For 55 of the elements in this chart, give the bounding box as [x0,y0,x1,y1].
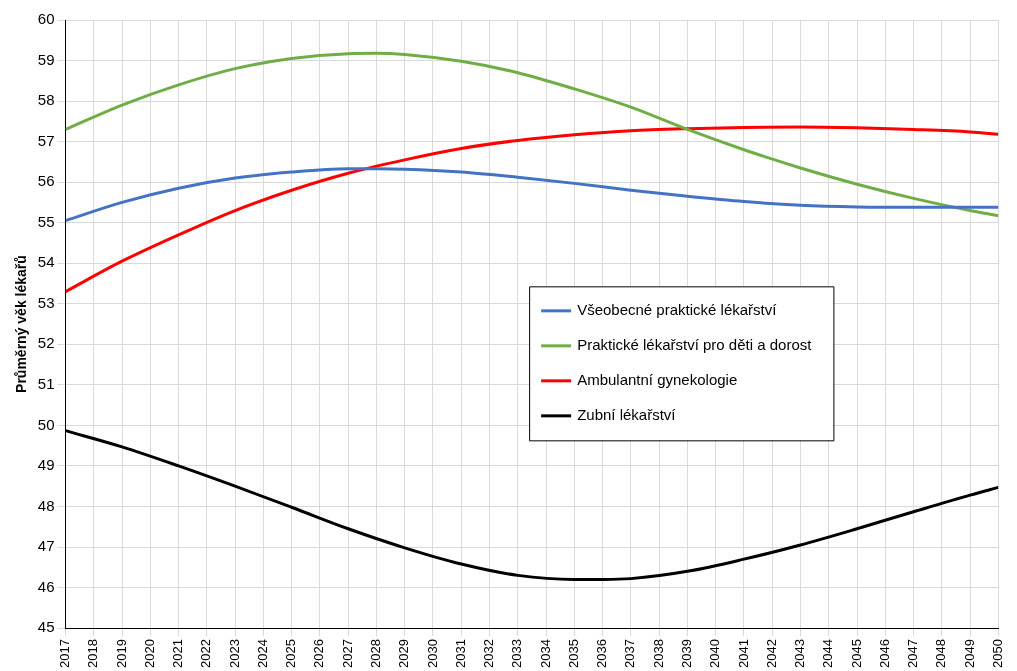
x-tick-label: 2039 [679,639,695,668]
y-tick-label: 51 [37,374,55,392]
x-tick-label: 2017 [57,639,73,668]
x-tick-label: 2019 [113,639,129,668]
y-tick-label: 52 [37,334,55,352]
y-tick-label: 46 [37,577,55,595]
x-tick-label: 2037 [622,639,638,668]
x-tick-label: 2044 [820,639,836,668]
y-tick-label: 59 [37,50,55,68]
y-tick-label: 48 [37,496,55,514]
y-tick-label: 55 [37,212,55,230]
x-tick-label: 2036 [594,639,610,668]
y-tick-label: 56 [37,172,55,190]
x-tick-label: 2043 [792,639,808,668]
x-tick-label: 2025 [283,639,299,668]
x-tick-label: 2030 [424,639,440,668]
x-tick-label: 2021 [170,639,186,668]
x-tick-label: 2022 [198,639,214,668]
x-tick-label: 2040 [707,639,723,668]
x-tick-label: 2026 [311,639,327,668]
x-tick-label: 2047 [905,639,921,668]
legend-label: Ambulantní gynekologie [577,370,738,388]
legend-label: Praktické lékařství pro děti a dorost [577,335,813,353]
x-tick-label: 2050 [989,639,1005,668]
y-tick-label: 45 [37,618,55,636]
x-tick-label: 2046 [876,639,892,668]
y-tick-label: 49 [37,456,55,474]
x-tick-label: 2034 [537,639,553,668]
y-tick-label: 54 [37,253,55,271]
x-tick-label: 2038 [650,639,666,668]
y-tick-label: 57 [37,131,55,149]
y-tick-label: 50 [37,415,55,433]
x-tick-label: 2045 [848,639,864,668]
x-tick-label: 2028 [368,639,384,668]
x-tick-label: 2031 [452,639,468,668]
x-tick-label: 2024 [254,639,270,668]
y-axis-title: Průměrný věk lékařů [13,255,30,393]
x-tick-label: 2049 [961,639,977,668]
x-tick-label: 2048 [933,639,949,668]
legend-label: Zubní lékařství [577,405,677,423]
x-tick-label: 2035 [565,639,581,668]
x-tick-label: 2027 [339,639,355,668]
y-tick-label: 53 [37,293,55,311]
x-tick-label: 2032 [481,639,497,668]
legend-label: Všeobecné praktické lékařství [577,300,778,318]
x-tick-label: 2018 [85,639,101,668]
y-tick-label: 58 [37,91,55,109]
x-tick-label: 2020 [141,639,157,668]
x-tick-label: 2033 [509,639,525,668]
x-tick-label: 2041 [735,639,751,668]
x-tick-label: 2029 [396,639,412,668]
y-tick-label: 47 [37,537,55,555]
x-tick-label: 2023 [226,639,242,668]
y-tick-label: 60 [37,10,55,28]
x-tick-label: 2042 [763,639,779,668]
